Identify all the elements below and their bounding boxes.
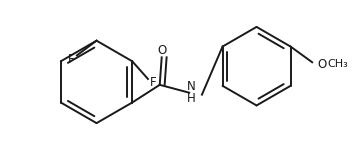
Text: N
H: N H (187, 80, 195, 105)
Text: O: O (157, 44, 166, 57)
Text: O: O (317, 58, 326, 71)
Text: F: F (68, 53, 74, 66)
Text: F: F (150, 76, 156, 89)
Text: CH₃: CH₃ (327, 59, 348, 69)
